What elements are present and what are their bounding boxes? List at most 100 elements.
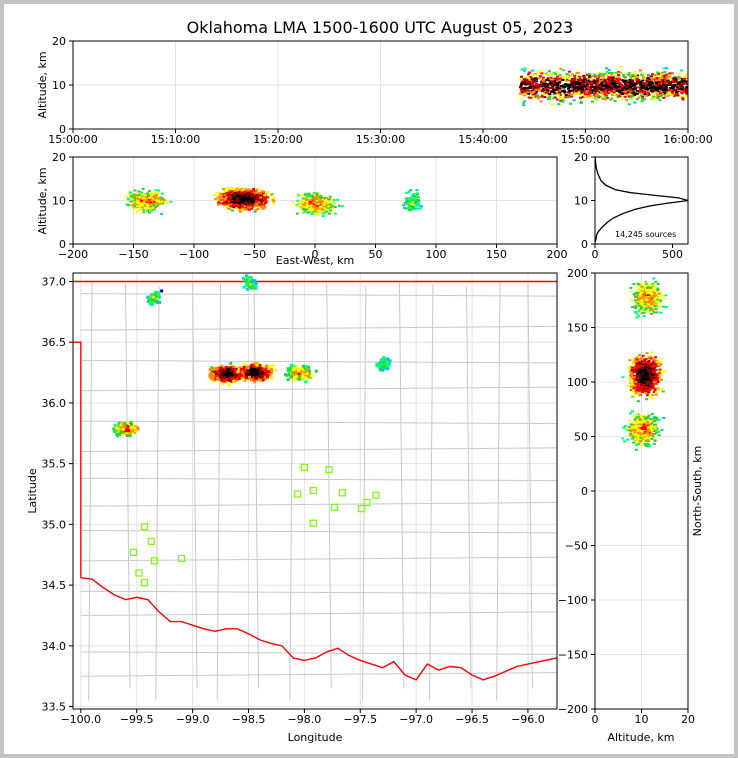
density-cell xyxy=(305,372,309,376)
density-cell xyxy=(523,86,527,89)
density-cell xyxy=(558,79,562,82)
density-cell xyxy=(621,92,625,95)
density-cell xyxy=(131,204,135,207)
density-cell xyxy=(227,372,231,376)
density-cell xyxy=(307,369,311,373)
density-cell xyxy=(161,197,165,200)
density-cell xyxy=(562,77,566,80)
density-cell xyxy=(246,189,250,192)
density-cell xyxy=(533,78,537,81)
density-cell xyxy=(650,97,654,100)
density-cell xyxy=(625,100,629,103)
density-cell xyxy=(622,90,626,93)
density-cell xyxy=(217,202,221,205)
density-cell xyxy=(580,82,584,85)
density-cell xyxy=(686,77,688,80)
density-cell xyxy=(655,76,659,79)
density-cell xyxy=(380,358,384,362)
density-cell xyxy=(599,87,603,90)
density-cell xyxy=(614,88,618,91)
density-cell xyxy=(271,364,275,368)
density-cell xyxy=(647,84,651,87)
density-cell xyxy=(665,93,669,96)
density-cell xyxy=(320,203,324,206)
density-cell xyxy=(639,91,643,94)
density-cell xyxy=(674,88,678,91)
density-cell xyxy=(137,199,141,202)
density-cell xyxy=(252,286,256,290)
density-cell xyxy=(318,205,322,208)
density-cell xyxy=(561,100,565,103)
density-cell xyxy=(146,300,150,304)
density-cell xyxy=(264,366,268,370)
density-cell xyxy=(651,88,655,91)
density-cell xyxy=(651,73,655,76)
density-cell xyxy=(557,103,561,106)
density-cell xyxy=(147,211,151,214)
density-cell xyxy=(542,79,546,82)
density-cell xyxy=(664,85,668,88)
density-cell xyxy=(599,75,603,78)
density-cell xyxy=(250,363,254,367)
y-tick-label: 20 xyxy=(52,151,66,164)
density-cell xyxy=(298,376,302,380)
density-cell xyxy=(119,430,123,434)
density-cell xyxy=(571,74,575,77)
density-cell xyxy=(136,200,140,203)
density-cell xyxy=(645,398,649,401)
density-cell xyxy=(548,82,552,85)
density-cell xyxy=(676,90,680,93)
y-axis-label: Altitude, km xyxy=(36,51,49,118)
density-cell xyxy=(567,87,571,90)
density-cell xyxy=(310,203,314,206)
density-cell xyxy=(536,97,540,100)
density-cell xyxy=(137,209,141,212)
density-cell xyxy=(262,190,266,193)
density-cell xyxy=(519,92,523,95)
density-cell xyxy=(677,88,681,91)
density-cell xyxy=(136,192,140,195)
density-cell xyxy=(253,362,257,366)
density-cell xyxy=(133,426,137,430)
density-cell xyxy=(333,212,337,215)
density-cell xyxy=(604,95,608,98)
y-axis-label: Latitude xyxy=(26,468,39,514)
station-marker xyxy=(294,490,302,498)
density-cell xyxy=(306,202,310,205)
density-cell xyxy=(522,82,526,85)
density-cell xyxy=(565,79,569,82)
density-cell xyxy=(209,372,213,376)
density-cell xyxy=(605,96,609,99)
density-cell xyxy=(246,287,250,291)
density-cell xyxy=(324,208,328,211)
density-cell xyxy=(288,366,292,370)
density-cell xyxy=(213,367,217,371)
density-cell xyxy=(113,430,117,434)
density-cell xyxy=(577,82,581,85)
density-cell xyxy=(263,194,267,197)
density-cell xyxy=(531,95,535,98)
density-cell xyxy=(527,73,531,76)
x-tick-label: −100.0 xyxy=(60,713,101,726)
density-cell xyxy=(637,76,641,79)
density-cell xyxy=(573,78,577,81)
density-cell xyxy=(231,375,235,379)
density-cell xyxy=(621,79,625,82)
density-cell xyxy=(221,382,225,386)
density-cell xyxy=(682,77,686,80)
density-cell xyxy=(117,421,121,425)
density-cell xyxy=(254,286,258,290)
density-cell xyxy=(634,87,638,90)
density-cell xyxy=(131,429,135,433)
density-cell xyxy=(653,389,657,392)
density-cell xyxy=(238,202,242,205)
density-cell xyxy=(409,203,413,206)
density-cell xyxy=(538,85,542,88)
density-cell xyxy=(225,205,229,208)
density-cell xyxy=(165,202,169,205)
station-marker xyxy=(129,548,137,556)
density-cell xyxy=(315,193,319,196)
density-cell xyxy=(149,199,153,202)
density-cell xyxy=(573,77,577,80)
